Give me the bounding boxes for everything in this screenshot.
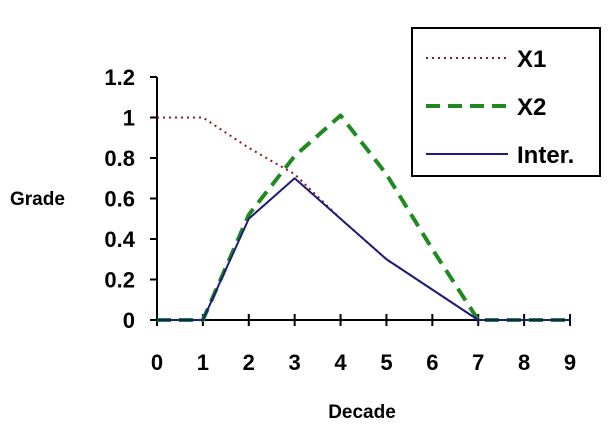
legend-label-3: Inter. [517, 142, 574, 169]
y-axis-label: Grade [10, 189, 65, 210]
x-tick-label: 7 [472, 350, 484, 375]
y-ticks: 0 0.2 0.4 0.6 0.8 1 1.2 [104, 65, 157, 333]
x-axis-label: Decade [328, 402, 396, 423]
y-tick-label: 0 [123, 308, 135, 333]
y-tick-label: 1.2 [104, 65, 135, 90]
series-line-3 [157, 178, 570, 320]
legend-label-2: X2 [517, 94, 546, 121]
x-tick-label: 1 [197, 350, 209, 375]
x-tick-label: 5 [380, 350, 392, 375]
x-tick-label: 4 [334, 350, 347, 375]
x-tick-label: 6 [426, 350, 438, 375]
legend-label-1: X1 [517, 46, 546, 73]
x-tick-label: 2 [243, 350, 255, 375]
y-tick-label: 0.8 [104, 146, 135, 171]
y-tick-label: 0.4 [104, 227, 135, 252]
y-tick-label: 1 [123, 106, 135, 131]
x-tick-label: 3 [289, 350, 301, 375]
y-tick-label: 0.6 [104, 187, 135, 212]
x-tick-label: 8 [518, 350, 530, 375]
x-tick-label: 0 [151, 350, 163, 375]
legend: X1 X2 Inter. [412, 28, 600, 176]
x-ticks: 0 1 2 3 4 5 6 7 8 9 [151, 314, 576, 375]
x-tick-label: 9 [564, 350, 576, 375]
y-tick-label: 0.2 [104, 268, 135, 293]
